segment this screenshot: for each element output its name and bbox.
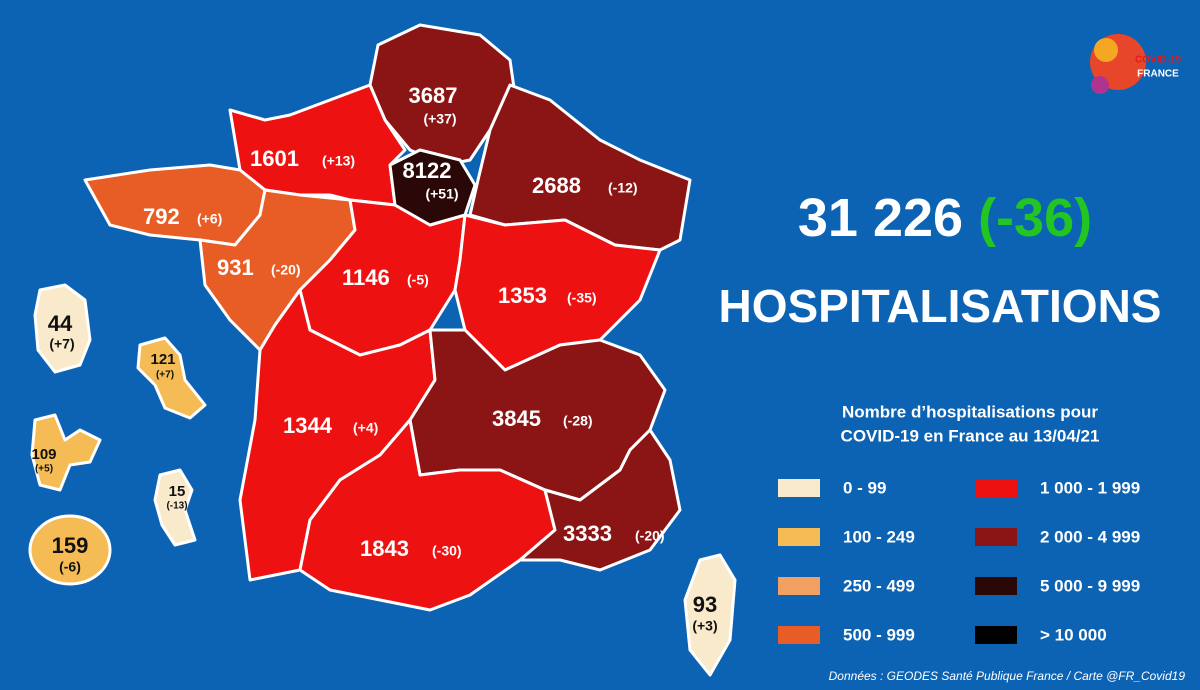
region-value: 3687 [409,83,458,108]
region-change: (-30) [432,543,462,559]
legend-label: > 10 000 [1040,625,1107,644]
region-value: 44 [48,311,73,336]
map [28,23,737,677]
region-value: 1146 [342,265,390,290]
region-reunion [28,514,112,586]
region-value: 159 [52,533,89,558]
region-change: (+37) [423,111,456,127]
legend-label: 5 000 - 9 999 [1040,576,1140,595]
legend-swatch [778,479,820,497]
region-mayotte [153,468,197,547]
region-labels: 3687 (+37) 1601 (+13) 8122 (+51) 2688 (-… [31,83,717,634]
legend-swatch [975,479,1017,497]
region-occitanie [298,418,557,612]
logo-text: COVID-19 [1135,55,1182,66]
legend-label: 0 - 99 [843,478,886,497]
legend-label: 500 - 999 [843,625,915,644]
region-change: (-6) [59,559,81,575]
legend-title: Nombre d’hospitalisations pour [842,402,1098,421]
region-ile-de-france [388,148,477,227]
logo-text: FRANCE [1137,69,1179,80]
legend-label: 2 000 - 4 999 [1040,527,1140,546]
legend-swatch [975,528,1017,546]
region-change: (-12) [608,180,638,196]
headline-total: 31 226 (-36) [798,188,1092,248]
legend-swatch [975,577,1017,595]
region-change: (+13) [322,153,355,169]
region-change: (+6) [197,211,222,227]
region-paca [518,428,682,572]
region-change: (-20) [271,262,301,278]
region-value: 1353 [498,283,547,308]
region-value: 3333 [563,521,612,546]
region-value: 8122 [403,158,452,183]
legend-title: COVID-19 en France au 13/04/21 [841,426,1100,445]
logo-virus [1091,76,1109,94]
region-martinique [136,336,207,420]
region-change: (-13) [166,501,187,512]
legend: Nombre d’hospitalisations pour COVID-19 … [778,402,1140,644]
total-change: (-36) [978,188,1092,248]
total: 31 226 [798,188,963,248]
region-change: (+7) [49,336,74,352]
region-value: 1843 [360,536,409,561]
region-value: 1601 [250,146,299,171]
region-value: 931 [217,255,254,280]
region-guadeloupe [30,413,102,492]
logo: COVID-19 FRANCE [1090,34,1181,94]
region-change: (+5) [35,464,53,475]
logo-virus [1094,38,1118,62]
legend-label: 100 - 249 [843,527,915,546]
region-value: 3845 [492,406,541,431]
source: Données : GEODES Santé Publique France /… [829,669,1186,683]
region-change: (+7) [156,370,174,381]
legend-swatch [778,626,820,644]
region-change: (-28) [563,413,593,429]
legend-label: 250 - 499 [843,576,915,595]
region-value: 121 [150,351,175,368]
region-change: (-5) [407,272,429,288]
region-value: 792 [143,204,180,229]
region-change: (+3) [692,618,717,634]
region-value: 109 [31,446,56,463]
region-value: 1344 [283,413,333,438]
region-corse [683,553,737,677]
legend-label: 1 000 - 1 999 [1040,478,1140,497]
region-guyane [33,283,92,374]
region-value: 15 [169,483,186,500]
region-change: (+51) [425,186,458,202]
region-change: (-20) [635,528,665,544]
region-change: (+4) [353,420,378,436]
legend-swatch [778,528,820,546]
legend-swatch [778,577,820,595]
region-change: (-35) [567,290,597,306]
legend-swatch [975,626,1017,644]
region-value: 93 [693,592,717,617]
region-value: 2688 [532,173,581,198]
headline-label: HOSPITALISATIONS [719,280,1162,332]
